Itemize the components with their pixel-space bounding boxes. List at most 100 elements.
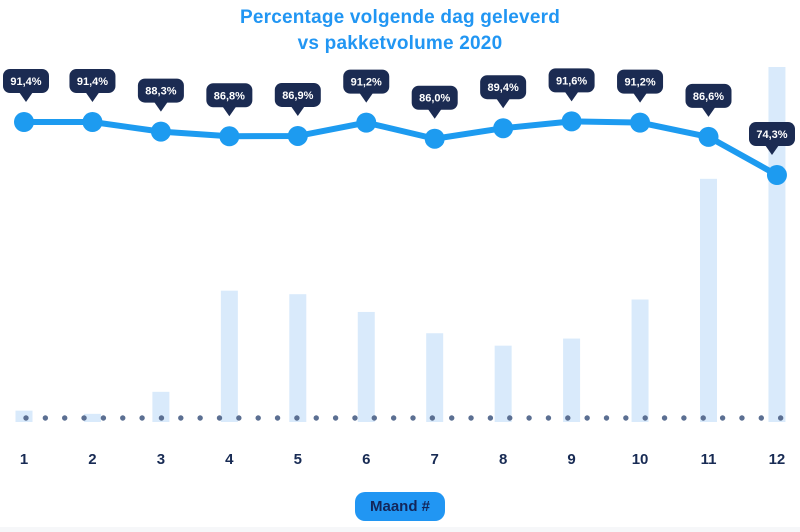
baseline-dot [603,415,610,421]
x-axis-label-month-3: 3 [156,451,166,468]
tooltip-bubble [343,69,390,94]
x-axis-label-month-11: 11 [700,451,717,468]
baseline-dot [681,415,687,421]
baseline-dot [216,415,223,421]
tooltip-value: 91,4% [77,76,108,88]
tooltip-bubble [617,69,664,94]
baseline-dot [390,415,397,421]
tooltip-bubble [206,83,253,108]
tooltip-value: 86,8% [214,90,245,102]
volume-bar [289,294,307,422]
baseline-dot [410,415,416,421]
tooltip-pointer [222,106,237,117]
x-axis-label-month-1: 1 [19,451,29,468]
baseline-dot [81,415,87,421]
percentage-line [21,118,780,179]
volume-bar [152,391,170,422]
data-point-marker [698,126,719,147]
tooltip-bubble [749,122,795,147]
tooltip-pointer [19,92,33,102]
tooltip-value: 86,0% [419,93,450,105]
tooltip-pointer [359,92,374,103]
tooltip-bubble [411,85,458,110]
tooltip-pointer [153,101,168,112]
tooltip-pointer [633,92,648,103]
data-point-marker [14,112,34,132]
chart-title-line2: vs pakketvolume 2020 [297,33,503,54]
x-axis-label-month-6: 6 [362,451,371,468]
tooltip-pointer [564,91,579,102]
tooltip-bubble [3,69,49,93]
tooltip-value: 91,2% [351,77,382,89]
tooltip-pointer [85,92,100,102]
x-axis-label-month-8: 8 [498,451,508,468]
baseline-dot [545,415,552,421]
bottom-strip [0,527,800,532]
x-axis-label-month-12: 12 [768,451,786,468]
data-point-marker [356,112,377,133]
baseline-dot [739,415,745,421]
baseline-dot [777,415,784,421]
volume-bar [83,413,101,422]
baseline-dot [61,415,68,421]
baseline-dot [100,415,107,421]
tooltip-value: 91,4% [10,76,41,88]
baseline-dot [468,415,474,421]
tooltip-value: 74,3% [756,129,787,141]
tooltip-value: 91,2% [624,77,655,89]
tooltip-value: 86,9% [282,90,313,102]
baseline-dot [139,415,145,421]
volume-bar [631,299,649,422]
tooltip-bubble [69,69,116,93]
tooltip-pointer [701,106,716,117]
baseline-dot [429,415,436,421]
data-point-marker [219,126,240,147]
tooltip-pointer [427,108,442,119]
x-axis-label-month-10: 10 [631,451,649,468]
baseline-dot [584,415,590,421]
tooltip-value: 89,4% [488,82,519,94]
baseline-dot [236,415,242,421]
tooltip-value: 91,6% [556,75,587,87]
baseline-dot [197,415,203,421]
tooltip-value: 86,6% [693,91,724,103]
baseline-dot [332,415,339,421]
baseline-dot [507,415,513,421]
baseline-dot [313,415,319,421]
volume-bar [426,333,444,422]
volume-bar [494,345,512,422]
baseline-dot [274,415,281,421]
data-point-marker [82,112,103,132]
x-axis-label-month-2: 2 [88,451,97,468]
tooltip-pointer [290,105,305,116]
data-point-marker [630,112,651,133]
x-axis-title-badge: Maand # [354,492,446,521]
chart-title: Percentage volgende dag geleverd vs pakk… [0,5,800,57]
baseline-dot [526,415,532,421]
baseline-dot [565,415,571,421]
baseline-dot [661,415,668,421]
data-point-marker [766,165,787,186]
x-axis-label-month-4: 4 [225,451,234,468]
data-point-marker [424,128,445,149]
data-point-marker [287,125,308,146]
tooltip-bubble [548,68,595,93]
data-point-marker [561,111,582,132]
tooltip-bubble [480,75,527,100]
baseline-dot [23,415,29,421]
x-axis-label-month-9: 9 [567,451,576,468]
baseline-dot [487,415,494,421]
baseline-dot [352,415,358,421]
data-point-marker [150,121,171,142]
baseline-dot [42,415,49,421]
tooltip-bubble [274,82,321,107]
baseline-dot [758,415,764,421]
chart-title-line1: Percentage volgende dag geleverd [239,7,560,28]
baseline-dot [719,415,726,421]
volume-bar [768,67,786,422]
baseline-dot [642,415,648,421]
x-axis-label-month-5: 5 [293,451,302,468]
tooltip-value: 88,3% [145,86,176,98]
